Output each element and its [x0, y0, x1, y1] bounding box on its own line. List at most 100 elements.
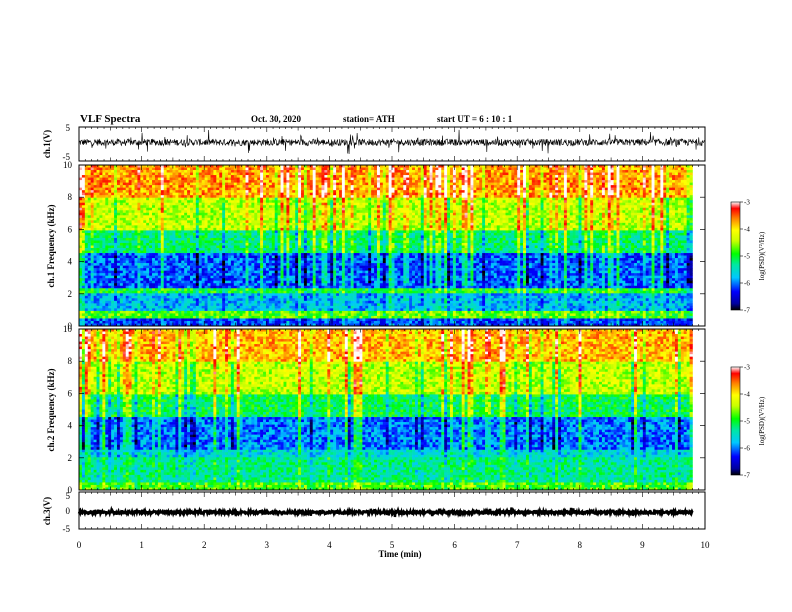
ch1-spectrogram-cell	[216, 172, 220, 176]
ch1-spectrogram-cell	[455, 200, 460, 204]
ch1-spectrogram-cell	[359, 202, 363, 206]
ch1-spectrogram-cell	[403, 220, 407, 224]
ch1-spectrogram-cell	[654, 197, 658, 201]
ch1-spectrogram-cell	[131, 197, 135, 201]
ch1-spectrogram-cell	[368, 220, 372, 224]
ch1-spectrogram-cell	[409, 200, 413, 204]
ch1-spectrogram-cell	[680, 210, 685, 214]
ch1-spectrogram-cell	[280, 175, 284, 178]
ch1-spectrogram-cell	[184, 177, 188, 181]
ch1-spectrogram-cell	[540, 202, 544, 206]
ch1-spectrogram-cell	[420, 210, 425, 214]
ch1-spectrogram-cell	[549, 182, 553, 186]
ch1-spectrogram-cell	[616, 195, 620, 199]
ch1-spectrogram-cell	[651, 197, 655, 201]
ch1-spectrogram-cell	[672, 190, 676, 193]
ch1-spectrogram-cell	[122, 210, 127, 214]
ch1-spectrogram-cell	[563, 172, 568, 176]
ch1-spectrogram-cell	[441, 220, 445, 224]
ch1-spectrogram-cell	[499, 212, 503, 216]
ch1-spectrogram-cell	[622, 167, 626, 171]
ch1-spectrogram-cell	[511, 177, 515, 181]
ch1-spectrogram-cell	[111, 187, 115, 191]
ch1-spectrogram-cell	[397, 175, 401, 178]
ch1-spectrogram-cell	[368, 175, 372, 178]
ch1-spectrogram-cell	[169, 217, 173, 221]
ch1-spectrogram-cell	[181, 177, 185, 181]
ch1-spectrogram-cell	[575, 210, 579, 214]
ch1-spectrogram-cell	[634, 167, 638, 171]
ch1-spectrogram-cell	[496, 170, 500, 173]
ch1-spectrogram-cell	[461, 215, 465, 219]
ch1-spectrogram-cell	[216, 207, 220, 211]
ch1-spectrogram-cell	[677, 210, 682, 214]
ch1-spectrogram-cell	[321, 195, 325, 199]
ch1-spectrogram-cell	[528, 185, 533, 188]
ch1-spectrogram-cell	[99, 195, 103, 199]
ch1-spectrogram-cell	[356, 210, 360, 214]
ch1-spectrogram-cell	[84, 205, 89, 209]
ch1-spectrogram-cell	[447, 192, 451, 196]
ch1-spectrogram-cell	[689, 167, 693, 171]
ch1-spectrogram-cell	[257, 170, 261, 173]
ch1-spectrogram-cell	[336, 205, 340, 209]
ch1-spectrogram-cell	[581, 192, 585, 196]
ch1-spectrogram-cell	[470, 172, 474, 176]
ch1-spectrogram-cell	[572, 175, 576, 178]
ch1-spectrogram-cell	[181, 220, 185, 224]
ch1-spectrogram-cell	[382, 177, 387, 181]
ch1-spectrogram-cell	[219, 200, 223, 204]
ch1-spectrogram-cell	[198, 167, 202, 171]
ch1-spectrogram-cell	[210, 217, 214, 221]
ch1-spectrogram-cell	[239, 185, 243, 188]
ch1-spectrogram-cell	[152, 202, 156, 206]
ch1-spectrogram-cell	[277, 185, 281, 188]
ch1-spectrogram-cell	[426, 220, 430, 224]
ch1-spectrogram-cell	[490, 187, 495, 191]
ch1-spectrogram-cell	[479, 217, 483, 221]
ch1-spectrogram-cell	[639, 212, 644, 216]
ch1-spectrogram-cell	[604, 205, 609, 209]
ch1-spectrogram-cell	[341, 172, 346, 176]
ch1-spectrogram-cell	[599, 182, 603, 186]
ch1-spectrogram-cell	[505, 170, 509, 173]
ch1-spectrogram-cell	[365, 177, 369, 181]
ch1-spectrogram-cell	[450, 207, 454, 211]
ch1-spectrogram-cell	[301, 180, 305, 183]
ch1-spectrogram-cell	[201, 190, 205, 193]
ch1-spectrogram-cell	[525, 170, 530, 173]
ch1-spectrogram-cell	[187, 200, 191, 204]
ch1-spectrogram-cell	[99, 217, 103, 221]
ch1-spectrogram-cell	[531, 190, 536, 193]
ch1-spectrogram-cell	[447, 170, 451, 173]
ch1-spectrogram-cell	[645, 215, 649, 219]
ch1-spectrogram-cell	[490, 200, 495, 204]
ch1-spectrogram-cell	[356, 212, 360, 216]
ch1-spectrogram-cell	[298, 220, 302, 224]
ch1-spectrogram-cell	[277, 175, 281, 178]
ch1-spectrogram-cell	[534, 215, 538, 219]
ch1-spectrogram-cell	[566, 197, 571, 201]
ch1-spectrogram-cell	[96, 200, 100, 204]
ch1-spectrogram-cell	[385, 172, 389, 176]
ch1-spectrogram-cell	[534, 200, 538, 204]
ch1-spectrogram-cell	[663, 207, 667, 211]
ch1-spectrogram-cell	[669, 165, 673, 168]
ch1-spectrogram-cell	[79, 182, 83, 186]
ch1-spectrogram-cell	[634, 182, 638, 186]
ch1-spectrogram-cell	[81, 167, 86, 171]
ch1-spectrogram-cell	[397, 192, 401, 196]
ch1-spectrogram-cell	[119, 177, 124, 181]
ch1-spectrogram-cell	[619, 195, 623, 199]
ch1-spectrogram-cell	[219, 165, 223, 168]
ch1-spectrogram-cell	[268, 202, 273, 206]
ch1-spectrogram-cell	[619, 205, 623, 209]
ch1-spectrogram-cell	[490, 165, 495, 168]
ch1-spectrogram-cell	[376, 172, 381, 176]
ch1-spectrogram-cell	[581, 205, 585, 209]
ch1-spectrogram-cell	[254, 197, 258, 201]
ch1-spectrogram-cell	[108, 182, 112, 186]
ch1-spectrogram-cell	[496, 177, 500, 181]
ch1-spectrogram-cell	[505, 165, 509, 168]
ch1-spectrogram-cell	[648, 210, 652, 214]
